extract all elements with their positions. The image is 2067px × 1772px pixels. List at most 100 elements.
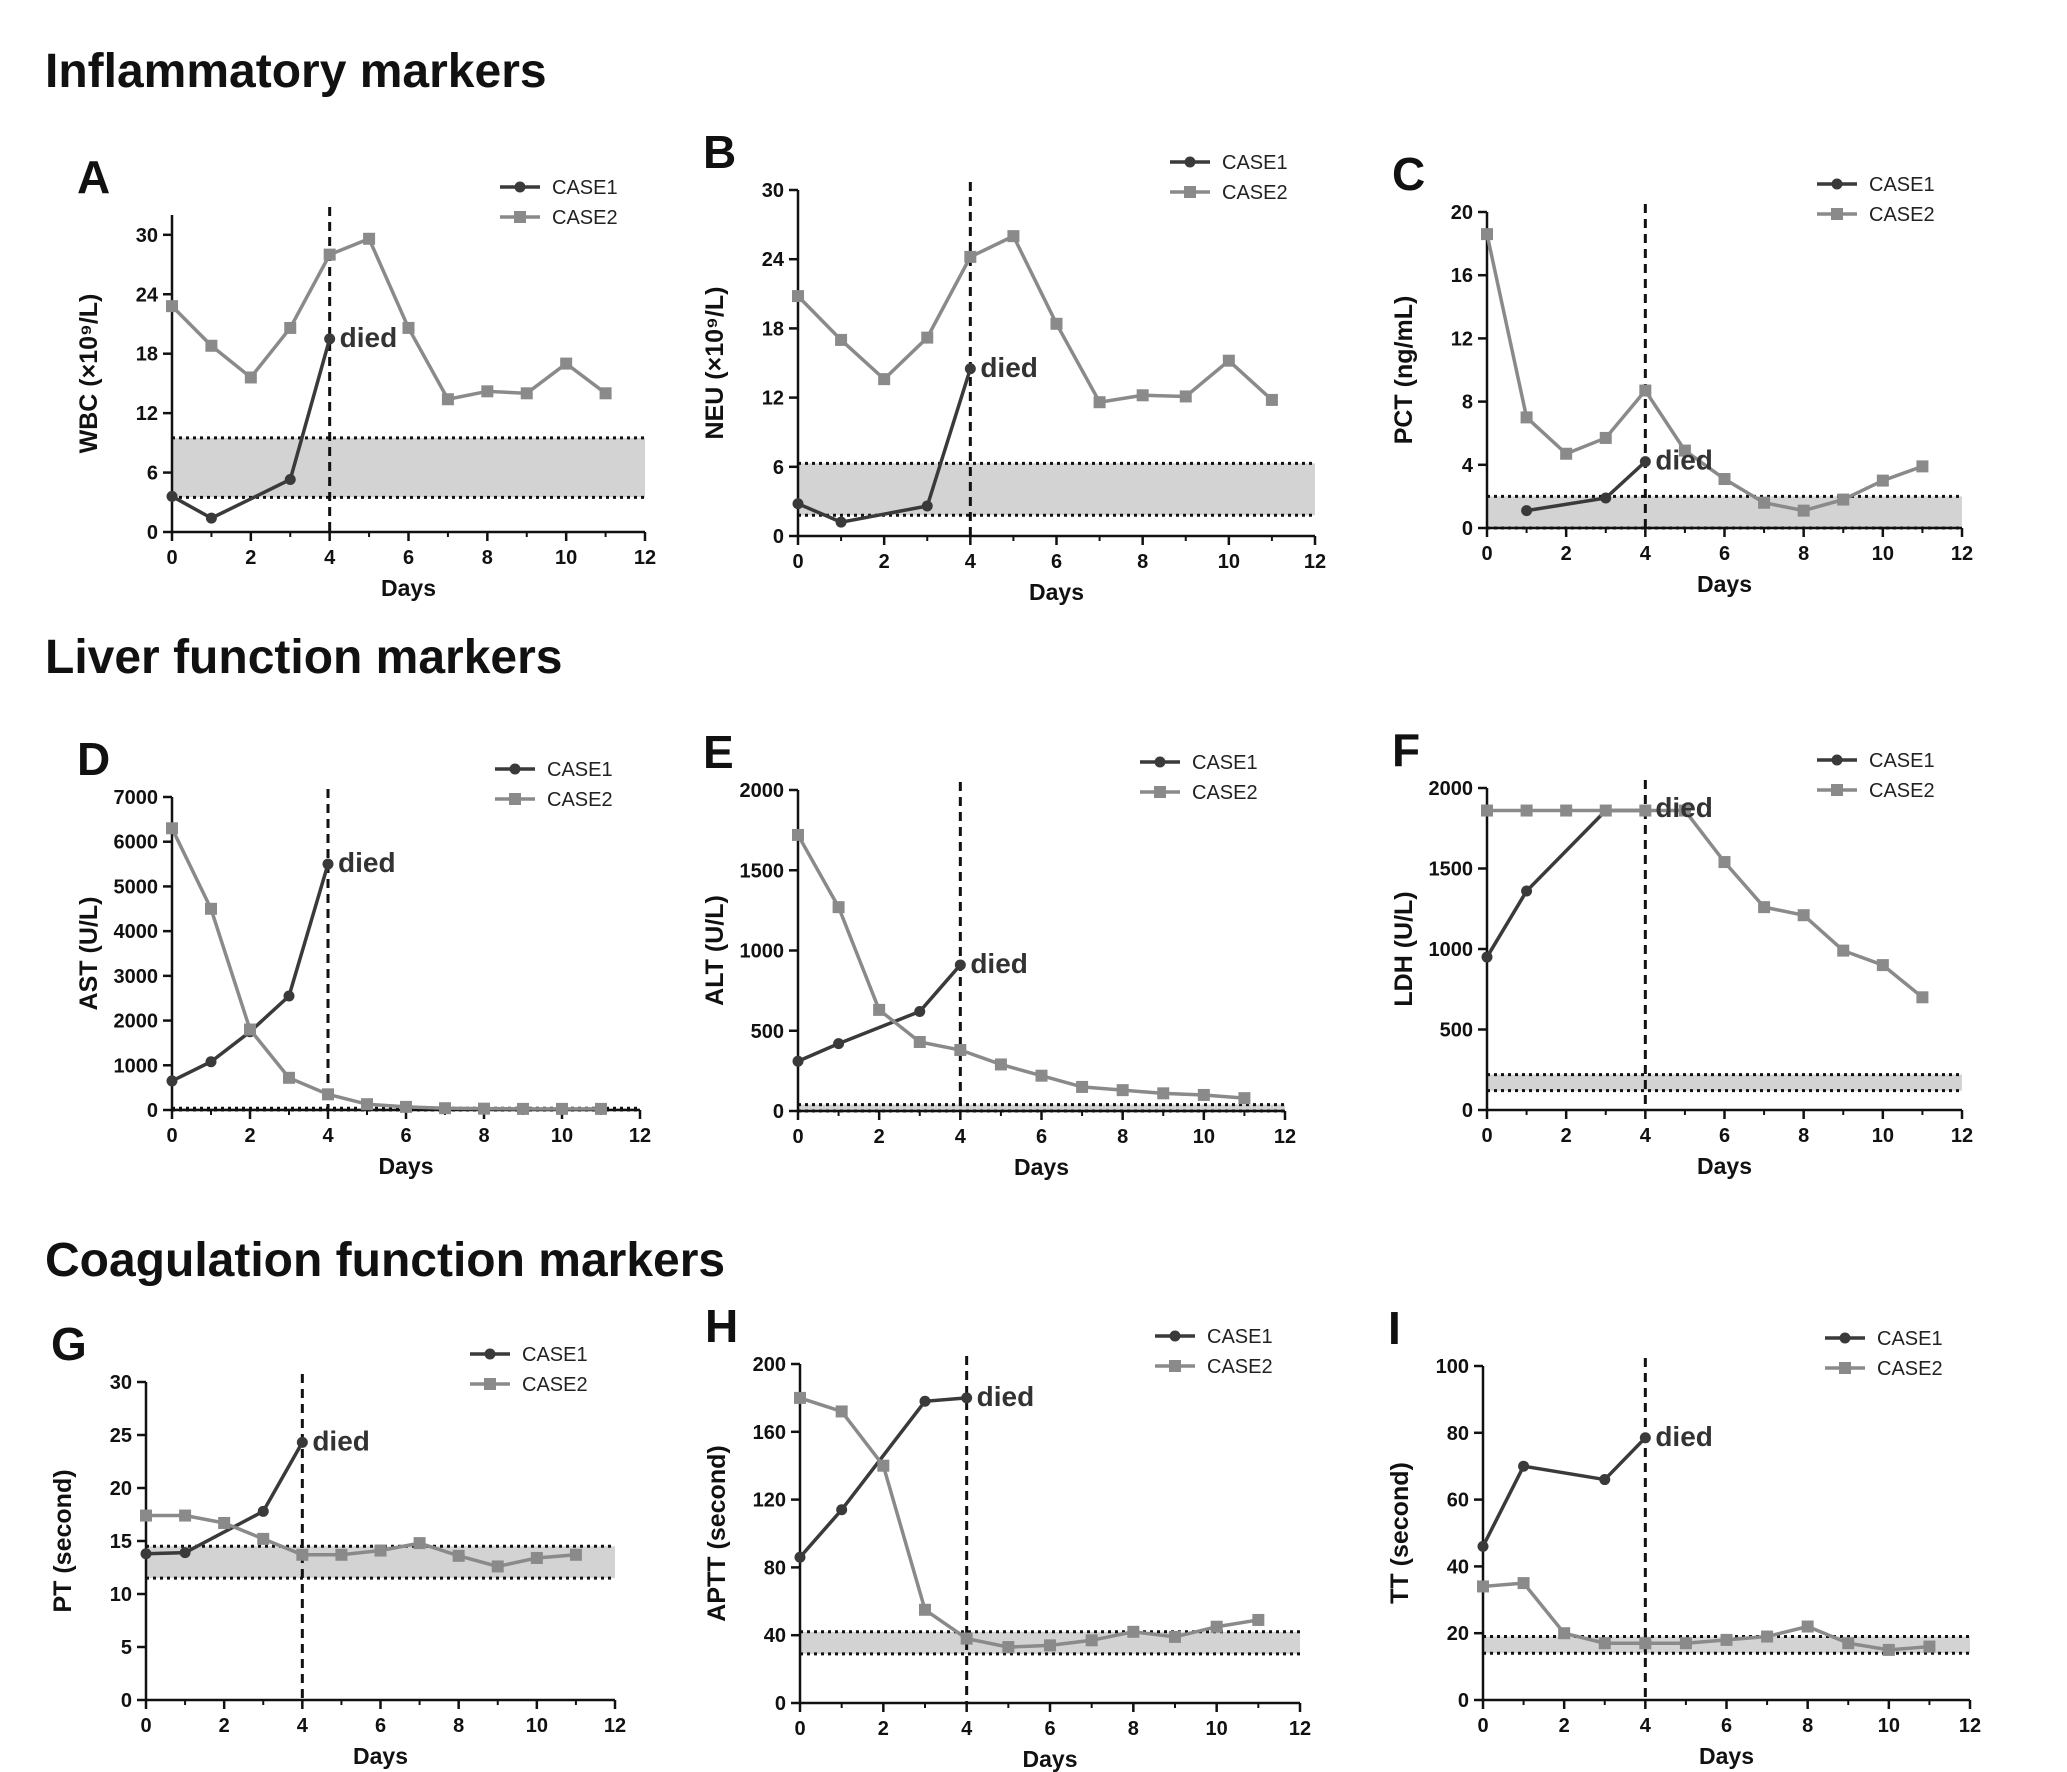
y-tick-label: 6000 [114,832,159,854]
data-point-case2 [873,1003,886,1016]
data-point-case2 [400,1100,412,1113]
legend-label-case1: CASE1 [522,1344,588,1366]
normal-range-band [798,463,1315,516]
data-point-case2 [361,1098,373,1111]
x-tick-label: 2 [244,1125,255,1147]
x-tick-label: 10 [1218,551,1240,573]
series-line-case2 [146,1513,577,1569]
y-tick-label: 2000 [114,1011,159,1033]
data-point-case2 [1761,1630,1774,1643]
x-axis-label: Days [1697,1153,1752,1179]
data-point-case2 [1197,1088,1210,1101]
legend: CASE1 CASE2 [1825,1328,1943,1380]
y-tick-label: 30 [136,225,158,247]
data-point-case2 [964,250,977,263]
x-tick-label: 6 [400,1125,411,1147]
data-point-case2 [166,822,178,835]
normal-range-band [1487,1074,1962,1091]
x-tick-label: 4 [965,551,977,573]
data-point-case2 [1210,1620,1223,1633]
data-point-case2 [1517,1577,1530,1590]
data-point-case2 [835,333,848,346]
legend-marker-square [1831,784,1843,796]
chart-panel-h: H 0 40 80 120 160 200 0 2 4 6 8 10 12 Days APTT (second… [703,1300,1311,1772]
data-point-case2 [1758,496,1771,509]
data-point-case1 [205,512,217,524]
series-line-case1 [797,368,973,524]
y-tick-label: 0 [1462,518,1473,540]
y-tick-label: 5000 [114,876,159,898]
y-tick-label: 25 [110,1425,132,1447]
y-tick-label: 4000 [114,921,159,943]
data-point-case2 [1801,1620,1814,1633]
data-point-case1 [919,1395,931,1407]
y-axis-label: PT (second) [49,1469,77,1612]
data-point-case2 [205,902,217,915]
data-point-case2 [218,1516,231,1529]
data-point-case2 [335,1548,348,1561]
data-point-case2 [1679,1637,1692,1650]
died-annotation: died [1655,445,1713,476]
data-point-case1 [140,1548,152,1560]
data-point-case2 [1876,959,1889,972]
y-tick-label: 40 [1447,1556,1469,1578]
normal-range-band [798,1104,1285,1111]
data-point-case2 [1876,474,1889,487]
legend-marker-circle [1831,178,1843,190]
died-annotation: died [977,1381,1035,1412]
x-tick-label: 10 [526,1715,548,1737]
y-tick-label: 0 [121,1690,132,1712]
legend-marker-square [1831,208,1843,220]
legend: CASE1 CASE2 [1140,752,1258,804]
legend-marker-circle [1154,756,1166,768]
y-tick-label: 1500 [740,860,785,882]
normal-range-band [172,437,645,498]
data-point-case2 [530,1551,543,1564]
y-tick-label: 60 [1447,1490,1469,1512]
x-tick-label: 8 [1128,1718,1139,1740]
died-annotation: died [970,948,1028,979]
died-annotation: died [1655,792,1713,823]
y-tick-label: 160 [753,1422,786,1444]
x-tick-label: 4 [1640,1125,1652,1147]
data-point-case1 [166,490,178,502]
data-point-case1 [835,516,847,528]
x-tick-label: 6 [1719,543,1730,565]
data-point-case2 [1085,1634,1098,1647]
data-point-case2 [491,1560,504,1573]
legend-marker-square [484,1378,496,1390]
x-tick-label: 8 [1117,1126,1128,1148]
y-tick-label: 18 [762,318,784,340]
x-tick-label: 0 [166,547,177,569]
legend-label-case2: CASE2 [1877,1358,1943,1380]
died-annotation: died [1655,1421,1713,1452]
data-point-case2 [921,331,934,344]
y-tick-label: 30 [110,1372,132,1394]
x-tick-label: 6 [1036,1126,1047,1148]
data-point-case1 [296,1436,308,1448]
data-point-case1 [166,1075,178,1087]
data-point-case2 [1720,1633,1733,1646]
legend-label-case1: CASE1 [1869,174,1935,196]
x-tick-label: 2 [219,1715,230,1737]
data-point-case2 [556,1102,568,1115]
legend-marker-square [1184,186,1196,198]
data-point-case2 [877,1459,890,1472]
data-point-case1 [1639,1432,1651,1444]
x-tick-label: 6 [375,1715,386,1737]
section-title-liver: Liver function markers [45,631,563,684]
data-point-case2 [520,387,533,400]
died-annotation: died [340,322,398,353]
data-point-case2 [878,373,891,386]
data-point-case2 [794,1391,806,1404]
series-line-case2 [1482,1581,1930,1652]
legend-label-case1: CASE1 [1207,1326,1273,1348]
data-point-case1 [179,1547,191,1559]
series-line-case2 [1485,233,1924,513]
chart-panel-f: F 0 500 1000 1500 2000 0 2 4 6 8 10 12 Days LDH (U/L) d… [1390,724,1973,1179]
data-point-case2 [835,1405,848,1418]
y-tick-label: 0 [1458,1690,1469,1712]
y-tick-label: 15 [110,1531,132,1553]
data-point-case2 [1169,1630,1181,1643]
y-tick-label: 0 [1462,1100,1473,1122]
